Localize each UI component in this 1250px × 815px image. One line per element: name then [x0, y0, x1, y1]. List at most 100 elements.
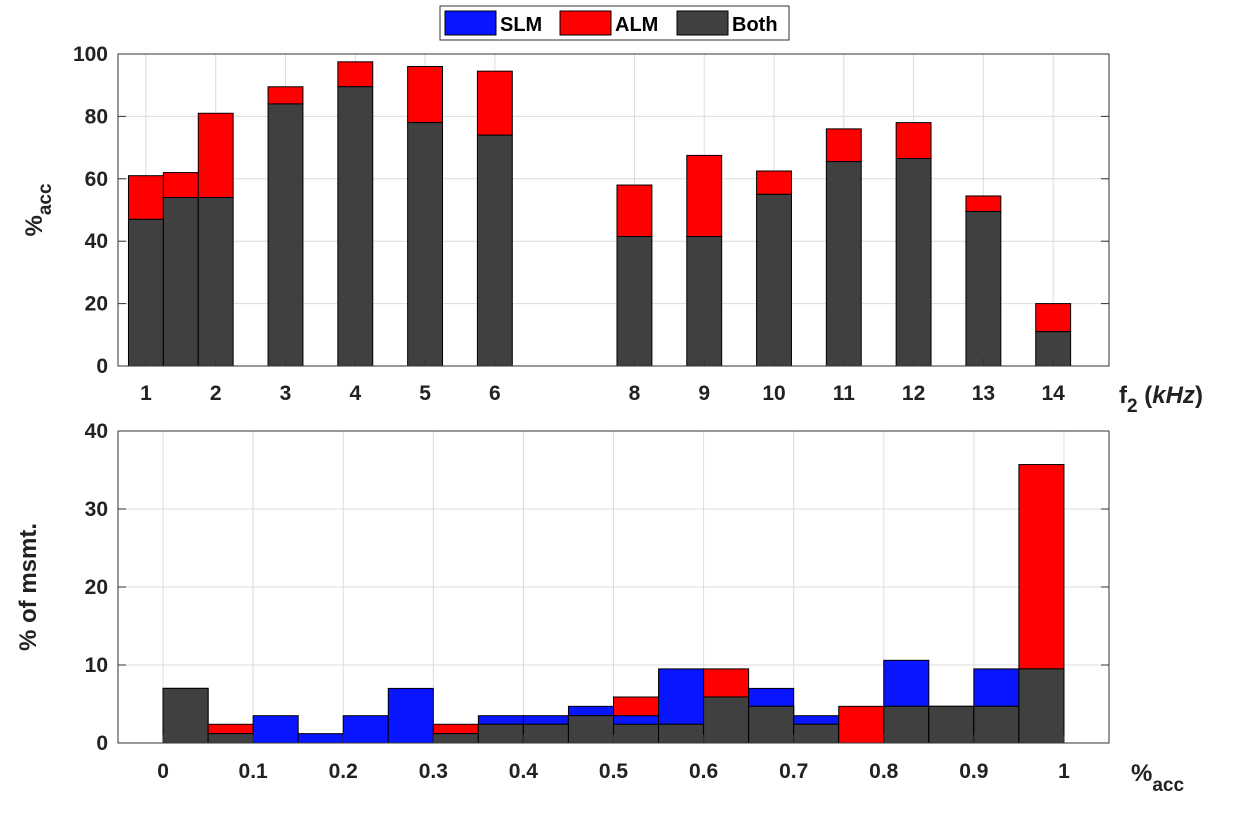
legend-swatch-both [676, 10, 729, 36]
top-bar-alm [476, 70, 513, 136]
top-x-tick-label: 5 [419, 382, 431, 405]
top-x-tick-label: 10 [762, 382, 785, 405]
bottom-x-tick-label: 1 [1058, 760, 1070, 783]
top-bar-alm [197, 112, 234, 199]
top-bar-alm [267, 86, 304, 105]
bottom-bar-slm [342, 715, 389, 744]
top-x-axis-label-close: ) [1195, 382, 1203, 409]
bottom-bar-both [703, 696, 750, 744]
bottom-y-tick-label: 0 [96, 732, 108, 755]
top-y-tick-label: 40 [85, 230, 108, 253]
top-bar-both [616, 236, 653, 367]
bottom-y-tick-label: 30 [85, 498, 108, 521]
top-bar-both [127, 218, 164, 367]
bottom-bar-both [477, 723, 524, 744]
bottom-bar-both [658, 723, 705, 744]
legend: SLM ALM Both [439, 5, 790, 41]
legend-swatch-alm [559, 10, 612, 36]
bottom-bar-both [522, 723, 569, 744]
bottom-x-tick-label: 0.3 [419, 760, 448, 783]
bottom-bar-both [207, 733, 254, 744]
top-bar-both [756, 193, 792, 367]
bottom-x-tick-label: 0.6 [689, 760, 718, 783]
legend-swatch-slm [444, 10, 497, 36]
top-x-axis-label-open: ( [1138, 382, 1153, 409]
bottom-x-axis-label: %acc [1131, 760, 1184, 796]
bottom-x-tick-label: 0.5 [599, 760, 629, 783]
top-x-axis-label-unit: kHz [1152, 382, 1195, 409]
top-y-tick-label: 100 [73, 43, 108, 66]
bottom-x-axis-label-sub: acc [1152, 775, 1184, 796]
top-bar-alm [686, 154, 723, 238]
top-x-tick-label: 3 [280, 382, 292, 405]
top-x-tick-label: 14 [1041, 382, 1065, 405]
bottom-bar-both [748, 705, 795, 744]
top-x-axis-label-main: f [1119, 382, 1128, 409]
bottom-x-tick-label: 0.7 [779, 760, 808, 783]
top-plot-frame [117, 53, 1110, 367]
bottom-y-tick-label: 40 [85, 420, 108, 443]
bottom-bar-both [928, 705, 975, 744]
top-y-tick-label: 20 [85, 293, 108, 316]
bottom-x-tick-label: 0.2 [329, 760, 358, 783]
top-bar-both [965, 211, 1002, 367]
top-bar-alm [407, 65, 444, 124]
legend-label-slm: SLM [500, 14, 542, 36]
top-bar-both [407, 122, 444, 367]
bottom-x-tick-label: 0.1 [239, 760, 269, 783]
bottom-bar-slm [252, 715, 299, 744]
bottom-y-tick-label: 20 [85, 576, 108, 599]
top-bar-alm [756, 170, 792, 195]
bottom-x-tick-label: 0.4 [509, 760, 539, 783]
bottom-bar-both [162, 687, 209, 744]
bottom-bars [162, 464, 1065, 744]
top-bar-both [686, 236, 723, 367]
top-x-tick-label: 13 [972, 382, 995, 405]
bottom-bar-slm [387, 687, 434, 744]
bottom-y-axis-label: % of msmt. [15, 523, 42, 651]
top-y-tick-label: 60 [85, 168, 108, 191]
bottom-x-tick-label: 0.9 [959, 760, 988, 783]
legend-label-both: Both [732, 14, 778, 36]
top-bar-both [197, 197, 234, 367]
bottom-bar-both [883, 705, 930, 744]
top-bar-alm [895, 122, 932, 160]
top-x-axis-label: f2 (kHz) [1119, 382, 1203, 417]
top-bar-alm [127, 175, 164, 220]
top-x-axis-label-sub: 2 [1127, 396, 1138, 417]
bottom-bar-both [432, 733, 479, 744]
top-y-tick-label: 0 [96, 355, 108, 378]
top-x-tick-label: 8 [629, 382, 641, 405]
top-bar-both [895, 158, 932, 367]
top-y-axis-label-sub: acc [35, 183, 56, 215]
top-bar-both [162, 197, 199, 367]
bottom-x-axis-label-main: % [1131, 760, 1152, 787]
bottom-y-tick-label: 10 [85, 654, 108, 677]
top-bar-alm [965, 195, 1002, 213]
bottom-bar-both [973, 705, 1020, 744]
bottom-bar-both [793, 723, 840, 744]
top-x-tick-label: 12 [902, 382, 925, 405]
top-bar-alm [825, 128, 862, 163]
bottom-bar-both [613, 723, 660, 744]
bottom-bar-slm [297, 733, 344, 744]
bottom-x-tick-label: 0.8 [869, 760, 899, 783]
top-y-axis-label: %acc [21, 183, 56, 236]
bottom-bar-both [567, 715, 614, 744]
top-bar-both [825, 161, 862, 367]
bottom-x-tick-label: 0 [157, 760, 169, 783]
top-bars [127, 61, 1072, 367]
top-x-tick-label: 4 [349, 382, 361, 405]
top-bar-both [267, 103, 304, 367]
top-x-tick-label: 6 [489, 382, 501, 405]
top-x-tick-label: 9 [698, 382, 710, 405]
top-bar-alm [1035, 303, 1072, 333]
top-y-tick-label: 80 [85, 105, 108, 128]
bottom-bar-both [1018, 668, 1065, 744]
top-bar-alm [162, 172, 199, 199]
